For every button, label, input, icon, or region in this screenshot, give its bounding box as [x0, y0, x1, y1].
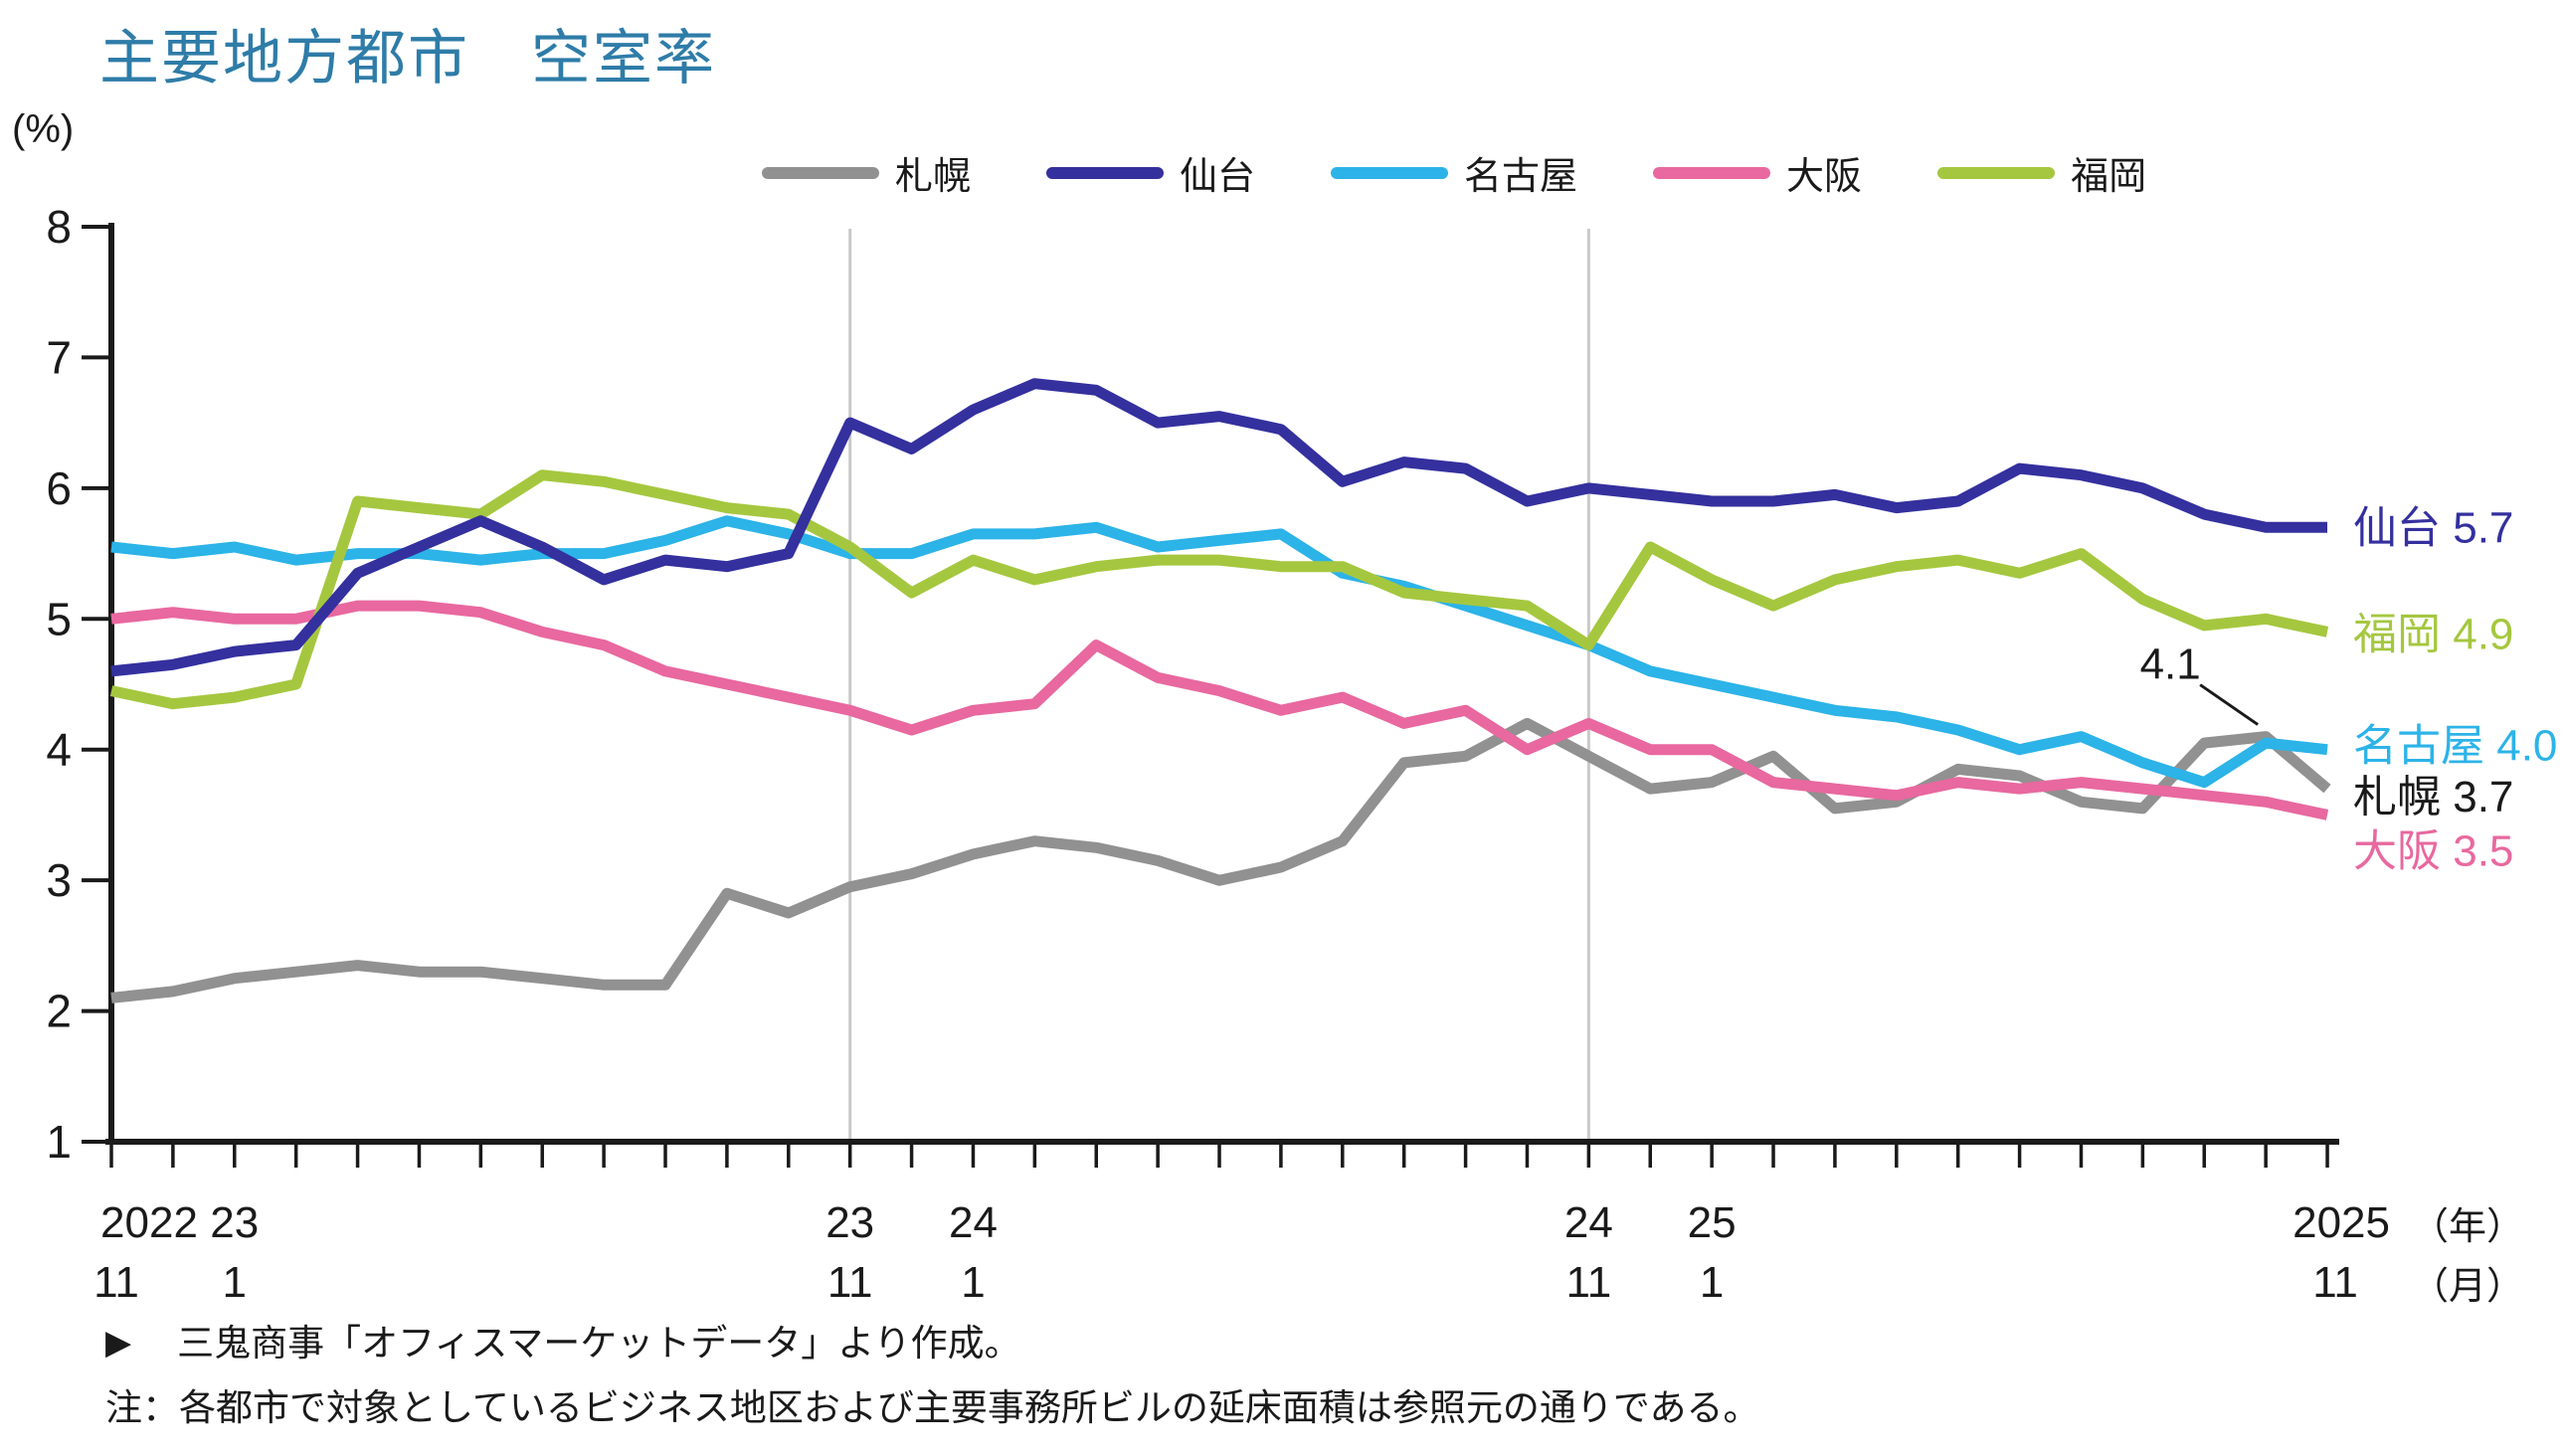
legend-item-札幌: 札幌: [762, 145, 971, 200]
note-line: 注：各都市で対象としているビジネス地区および主要事務所ビルの延床面積は参照元の通…: [105, 1387, 1760, 1429]
legend-item-福岡: 福岡: [1937, 145, 2146, 200]
y-axis-tick-label: 2: [46, 986, 72, 1037]
y-axis-tick-label: 4: [46, 724, 72, 776]
y-axis-tick-label: 6: [46, 462, 72, 514]
series-line-仙台: [110, 378, 2327, 677]
annotation-value-label: 4.1: [2140, 640, 2201, 689]
legend-item-仙台: 仙台: [1046, 145, 1255, 200]
y-axis-tick-label: 7: [46, 331, 72, 383]
x-axis-year-label: 23: [825, 1198, 874, 1247]
legend-label-仙台: 仙台: [1180, 156, 1256, 198]
series-end-label-札幌: 札幌 3.7: [2353, 773, 2513, 821]
source-text: 三鬼商事「オフィスマーケットデータ」より作成。: [177, 1323, 1021, 1364]
triangle-marker-icon: ▶: [105, 1324, 132, 1363]
x-axis-month-unit: （月）: [2411, 1266, 2525, 1308]
y-axis-unit-label: (%): [12, 107, 75, 151]
legend-label-名古屋: 名古屋: [1464, 156, 1578, 198]
y-axis-tick-label: 5: [46, 593, 72, 644]
x-axis-year-label: 25: [1688, 1198, 1737, 1247]
series-end-label-福岡: 福岡 4.9: [2353, 610, 2513, 658]
chart-title: 主要地方都市 空室率: [99, 25, 716, 91]
series-line-札幌: [110, 717, 2331, 1003]
y-axis-tick-label: 1: [46, 1116, 72, 1168]
series-line-福岡: [109, 469, 2329, 710]
legend-swatch-仙台: [1046, 166, 1165, 179]
x-axis-month-label: 1: [1700, 1258, 1724, 1307]
x-axis-month-label: 11: [1566, 1258, 1612, 1307]
annotation-leader-line: [2199, 683, 2260, 726]
y-axis-tick-label: 8: [46, 201, 72, 253]
x-axis-year-label: 24: [1564, 1198, 1613, 1247]
legend-label-大阪: 大阪: [1786, 156, 1863, 198]
x-axis-year-unit: （年）: [2411, 1206, 2525, 1248]
chart-legend: 札幌 仙台 名古屋 大阪 福岡: [762, 145, 2146, 200]
y-axis-tick-label: 3: [46, 854, 72, 906]
x-axis-year-label: 2025: [2292, 1198, 2390, 1247]
series-end-label-仙台: 仙台 5.7: [2353, 503, 2513, 552]
x-axis-month-label: 11: [93, 1258, 139, 1307]
x-axis-year-label: 2022: [100, 1198, 198, 1247]
chart-footer: ▶ 三鬼商事「オフィスマーケットデータ」より作成。 注：各都市で対象としているビ…: [105, 1315, 1760, 1437]
x-axis-month-label: 11: [827, 1258, 873, 1307]
legend-label-札幌: 札幌: [895, 156, 972, 198]
x-axis-month-label: 1: [223, 1258, 247, 1307]
series-end-label-大阪: 大阪 3.5: [2353, 826, 2513, 875]
legend-swatch-名古屋: [1331, 166, 1449, 179]
x-axis-month-label: 1: [961, 1258, 985, 1307]
x-axis-year-label: 24: [949, 1198, 998, 1247]
legend-item-名古屋: 名古屋: [1331, 145, 1577, 200]
source-line: ▶ 三鬼商事「オフィスマーケットデータ」より作成。: [105, 1315, 1760, 1371]
legend-item-大阪: 大阪: [1653, 145, 1862, 200]
legend-label-福岡: 福岡: [2071, 156, 2147, 198]
legend-swatch-福岡: [1937, 166, 2056, 179]
legend-swatch-札幌: [762, 166, 879, 179]
series-line-大阪: [110, 600, 2329, 820]
x-axis-month-label: 11: [2312, 1258, 2358, 1307]
series-line-名古屋: [110, 515, 2328, 789]
legend-swatch-大阪: [1653, 166, 1771, 179]
series-end-label-名古屋: 名古屋 4.0: [2353, 722, 2557, 771]
x-axis-year-label: 23: [210, 1198, 259, 1247]
